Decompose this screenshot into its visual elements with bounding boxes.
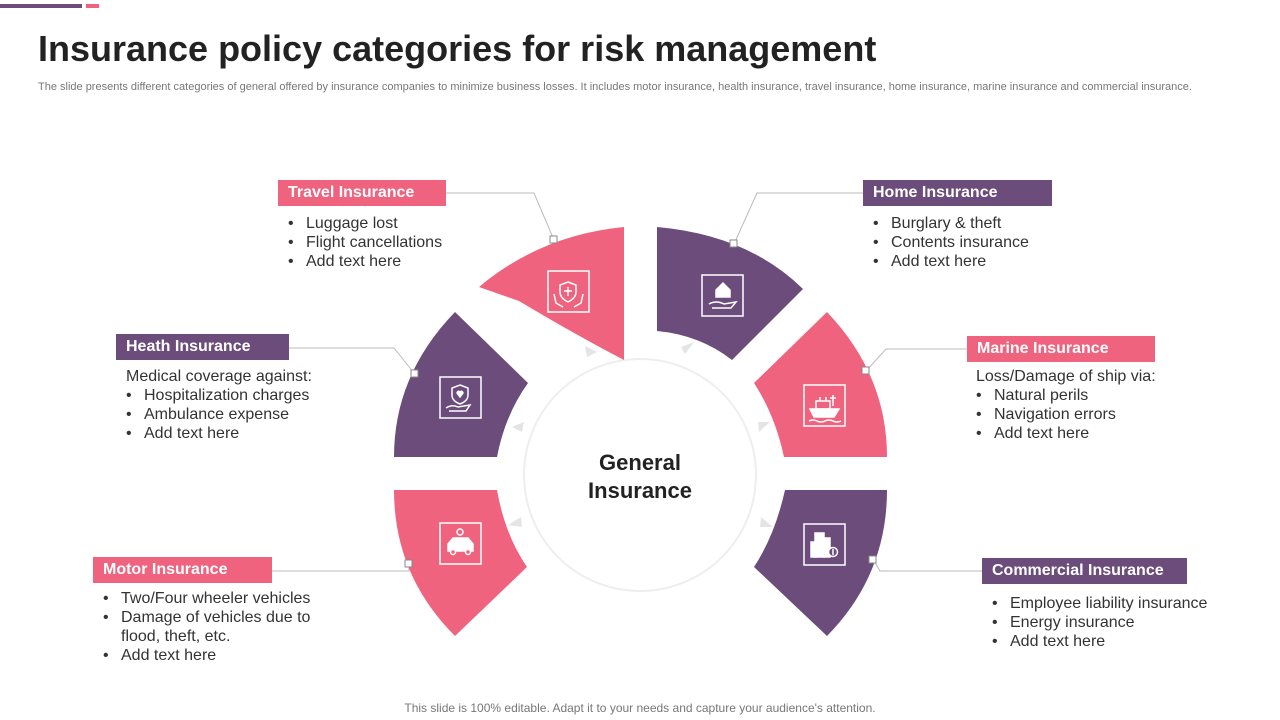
car-shield-icon (439, 522, 482, 565)
list-item: flood, theft, etc. (121, 628, 231, 645)
marine-insurance-intro: Loss/Damage of ship via: (976, 368, 1156, 385)
list-item: Add text here (975, 424, 1116, 443)
page-title: Insurance policy categories for risk man… (38, 28, 877, 69)
connector-marine (865, 348, 967, 372)
health-insurance-label: Heath Insurance (116, 334, 289, 360)
list-item: Ambulance expense (125, 405, 309, 424)
home-insurance-list: Burglary & theft Contents insurance Add … (872, 214, 1029, 271)
arrow-commercial (760, 517, 773, 527)
health-shield-icon (439, 376, 482, 419)
connector-travel (446, 192, 555, 241)
sector-health (394, 312, 528, 457)
arrow-marine (758, 422, 770, 432)
health-insurance-intro: Medical coverage against: (126, 368, 312, 385)
center-label-line1: General (599, 450, 681, 475)
list-item: Contents insurance (872, 233, 1029, 252)
arrow-travel (585, 346, 597, 357)
home-insurance-label: Home Insurance (863, 180, 1052, 206)
motor-insurance-label: Motor Insurance (93, 557, 272, 583)
list-item: Luggage lost (287, 214, 442, 233)
list-item: Damage of vehicles due to (102, 608, 310, 627)
list-item: Two/Four wheeler vehicles (102, 589, 310, 608)
endpoint-marine (861, 366, 870, 375)
sector-motor (394, 490, 527, 636)
endpoint-motor (404, 559, 413, 568)
house-hand-icon (701, 274, 744, 317)
list-item: Add text here (102, 646, 310, 665)
accent-bar-purple (0, 4, 82, 8)
endpoint-travel (549, 235, 558, 244)
ship-icon (803, 384, 846, 427)
travel-insurance-list: Luggage lost Flight cancellations Add te… (287, 214, 442, 271)
list-item: Employee liability insurance (991, 594, 1207, 613)
center-label-line2: Insurance (588, 478, 692, 503)
marine-insurance-label: Marine Insurance (967, 336, 1155, 362)
list-item: Navigation errors (975, 405, 1116, 424)
arrow-motor (508, 517, 522, 527)
hands-shield-icon (547, 270, 590, 313)
connector-commercial (872, 558, 982, 572)
motor-insurance-list: Two/Four wheeler vehicles Damage of vehi… (102, 589, 310, 665)
list-item: Add text here (125, 424, 309, 443)
building-dollar-icon (803, 523, 846, 566)
connector-home (733, 192, 863, 245)
sector-commercial (754, 490, 887, 636)
footer-note: This slide is 100% editable. Adapt it to… (404, 701, 876, 715)
list-item: Add text here (991, 632, 1207, 651)
list-item: Add text here (287, 252, 442, 271)
endpoint-commercial (868, 555, 877, 564)
page-subtitle: The slide presents different categories … (38, 81, 1192, 93)
endpoint-health (410, 369, 419, 378)
sector-travel (479, 227, 624, 360)
list-item: Add text here (872, 252, 1029, 271)
connector-motor (272, 563, 410, 572)
commercial-insurance-label: Commercial Insurance (982, 558, 1187, 584)
arrow-home (681, 342, 694, 354)
travel-insurance-label: Travel Insurance (278, 180, 446, 206)
list-item: Burglary & theft (872, 214, 1029, 233)
accent-bar-pink (86, 4, 99, 8)
list-item: Energy insurance (991, 613, 1207, 632)
connector-health (289, 347, 415, 374)
health-insurance-list: Hospitalization charges Ambulance expens… (125, 386, 309, 443)
commercial-insurance-list: Employee liability insurance Energy insu… (991, 594, 1207, 651)
endpoint-home (729, 239, 738, 248)
arrow-health (512, 422, 524, 432)
list-item: Hospitalization charges (125, 386, 309, 405)
center-label: General Insurance (540, 449, 740, 505)
list-item: Natural perils (975, 386, 1116, 405)
list-item: Flight cancellations (287, 233, 442, 252)
marine-insurance-list: Natural perils Navigation errors Add tex… (975, 386, 1116, 443)
center-circle (523, 358, 757, 592)
